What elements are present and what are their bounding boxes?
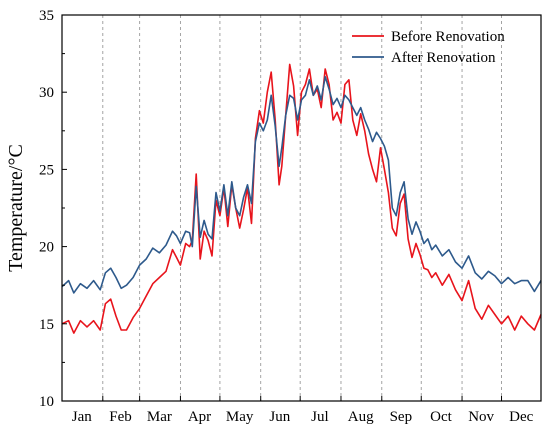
series-line [61,63,542,334]
y-tick-label: 30 [39,85,54,101]
series-lines [61,63,542,334]
x-tick-label: Jan [72,409,92,425]
legend: Before Renovation After Renovation [352,29,505,66]
y-tick-label: 15 [39,317,54,333]
y-tick-labels: 10 15 20 25 30 35 [39,8,54,410]
x-tick-label: Feb [109,409,132,425]
axis-ticks [62,14,503,402]
x-tick-label: Jul [311,409,329,425]
legend-label: After Renovation [391,50,496,66]
legend-label: Before Renovation [391,29,505,45]
x-tick-label: Nov [468,409,494,425]
x-tick-label: Mar [147,409,172,425]
x-tick-label: Apr [188,409,211,425]
y-tick-label: 10 [39,394,54,410]
y-tick-label: 25 [39,162,54,178]
x-tick-label: Sep [390,409,413,425]
series-line [61,76,542,294]
x-tick-label: Oct [430,409,452,425]
y-tick-label: 20 [39,240,54,256]
x-tick-labels: Jan Feb Mar Apr May Jun Jul Aug Sep Oct Nov Dec [72,409,534,425]
y-tick-label: 35 [39,8,54,24]
month-gridlines [102,15,502,401]
x-tick-label: May [226,409,254,425]
x-tick-label: Dec [509,409,533,425]
x-tick-label: Aug [348,409,374,425]
plot-frame [61,14,542,402]
y-axis-label: Temperature/°C [5,144,27,272]
x-tick-label: Jun [269,409,290,425]
